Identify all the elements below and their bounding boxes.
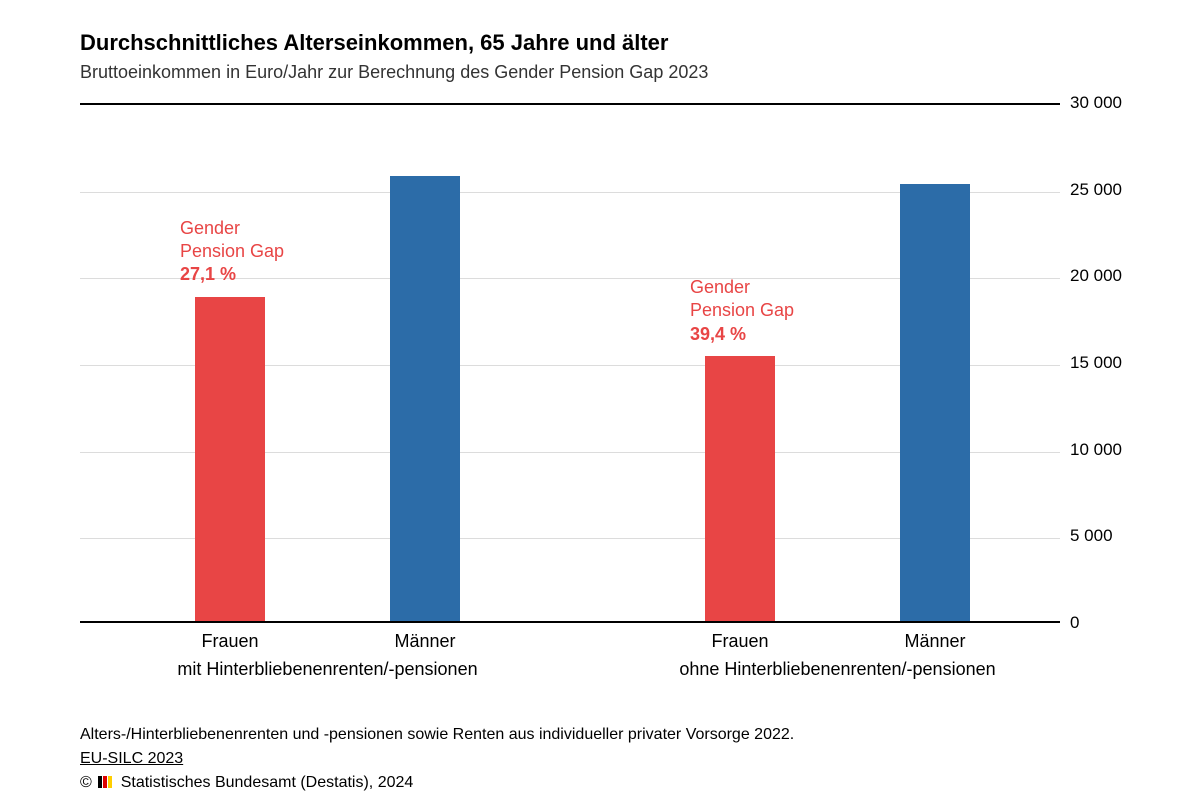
bar	[705, 356, 775, 621]
plot-region: GenderPension Gap27,1 % GenderPension Gap…	[80, 103, 1060, 623]
x-category-label: Männer	[394, 631, 455, 652]
y-axis-label: 10 000	[1070, 440, 1122, 460]
footnote: Alters-/Hinterbliebenenrenten und -pensi…	[80, 723, 1150, 747]
y-axis-label: 5 000	[1070, 526, 1113, 546]
bar	[195, 297, 265, 621]
y-axis-label: 20 000	[1070, 266, 1122, 286]
copyright-symbol: ©	[80, 774, 92, 791]
x-group-label: mit Hinterbliebenenrenten/-pensionen	[177, 659, 477, 680]
x-category-label: Männer	[904, 631, 965, 652]
x-category-label: Frauen	[201, 631, 258, 652]
copyright-text: Statistisches Bundesamt (Destatis), 2024	[121, 774, 414, 791]
bar	[390, 176, 460, 621]
flag-icon	[98, 772, 112, 796]
y-axis-label: 0	[1070, 613, 1079, 633]
x-category-label: Frauen	[711, 631, 768, 652]
x-group-label: ohne Hinterbliebenenrenten/-pensionen	[679, 659, 995, 680]
chart-footer: Alters-/Hinterbliebenenrenten und -pensi…	[80, 723, 1150, 796]
data-source: EU-SILC 2023	[80, 750, 183, 767]
y-axis-label: 25 000	[1070, 180, 1122, 200]
y-axis-label: 30 000	[1070, 93, 1122, 113]
chart-subtitle: Bruttoeinkommen in Euro/Jahr zur Berechn…	[80, 62, 1150, 83]
gap-annotation: GenderPension Gap27,1 %	[180, 217, 284, 287]
bar	[900, 184, 970, 621]
chart-title: Durchschnittliches Alterseinkommen, 65 J…	[80, 30, 1150, 56]
chart-area: GenderPension Gap27,1 % GenderPension Gap…	[80, 103, 1140, 663]
y-axis-label: 15 000	[1070, 353, 1122, 373]
gap-annotation: GenderPension Gap39,4 %	[690, 276, 794, 346]
